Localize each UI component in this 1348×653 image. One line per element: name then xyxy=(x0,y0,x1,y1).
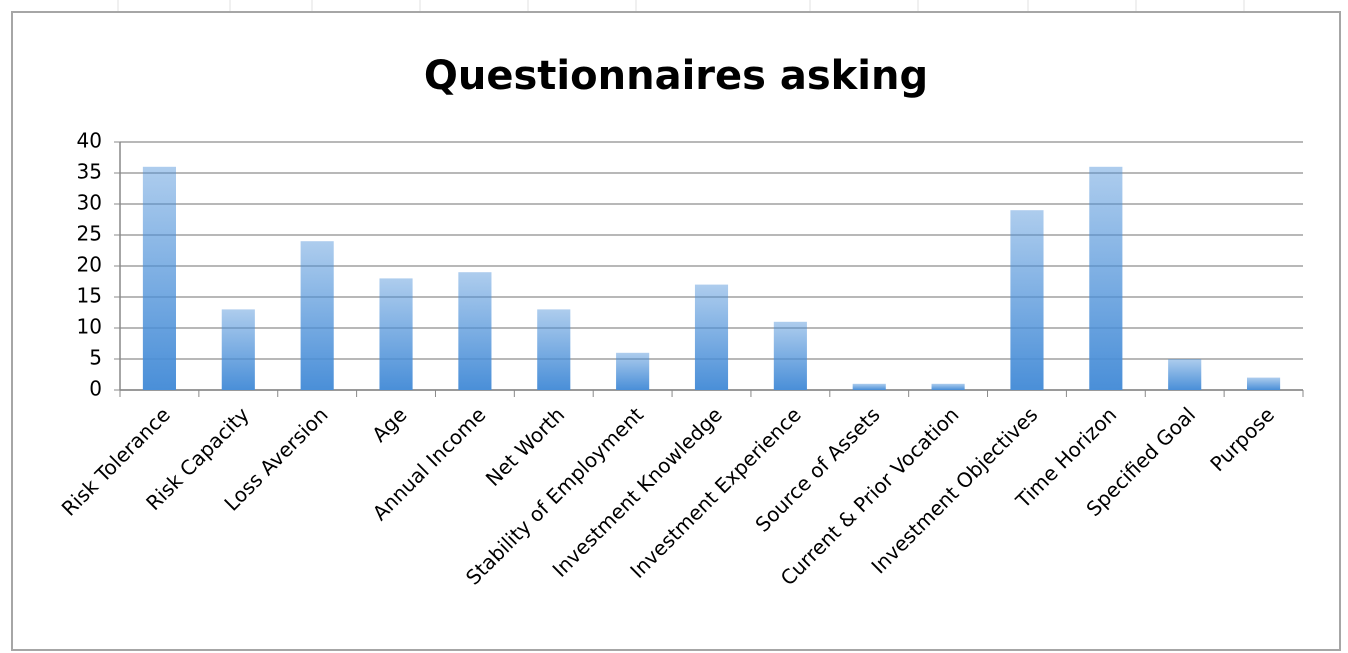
y-tick-label: 10 xyxy=(77,315,102,339)
chart-border xyxy=(11,11,1341,651)
y-tick-label: 15 xyxy=(77,284,102,308)
y-tick-label: 25 xyxy=(77,222,102,246)
y-tick-label: 40 xyxy=(77,129,102,153)
bar xyxy=(300,241,334,390)
bar xyxy=(616,352,650,390)
bar xyxy=(1010,210,1044,390)
bar xyxy=(1247,377,1281,390)
chart-title: Questionnaires asking xyxy=(424,53,928,99)
y-tick-label: 5 xyxy=(89,346,102,370)
bar xyxy=(537,309,571,390)
y-tick-label: 20 xyxy=(77,253,102,277)
bar xyxy=(379,278,413,390)
bar xyxy=(694,284,729,390)
bar xyxy=(1168,359,1202,390)
bar xyxy=(931,383,965,390)
bar xyxy=(458,272,492,390)
bar xyxy=(1089,166,1123,390)
bar xyxy=(773,321,807,390)
y-tick-label: 0 xyxy=(89,377,102,401)
bar xyxy=(221,309,255,390)
bar xyxy=(852,383,886,390)
y-tick-label: 35 xyxy=(77,160,102,184)
sheet-grid xyxy=(117,0,1245,12)
y-tick-label: 30 xyxy=(77,191,102,215)
bar xyxy=(142,166,176,390)
